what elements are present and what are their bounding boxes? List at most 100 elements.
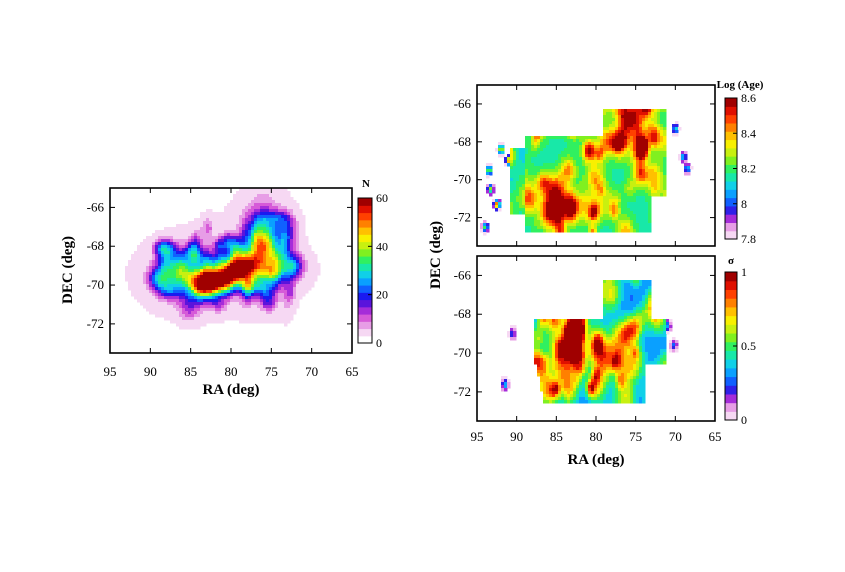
density-cell bbox=[218, 239, 222, 243]
map-cell bbox=[630, 280, 634, 284]
density-cell bbox=[293, 209, 297, 213]
map-cell bbox=[573, 217, 577, 221]
density-cell bbox=[218, 242, 222, 246]
map-cell bbox=[546, 205, 550, 209]
map-cell bbox=[525, 205, 529, 209]
density-cell bbox=[251, 296, 255, 300]
density-cell bbox=[137, 248, 141, 252]
map-cell bbox=[663, 139, 667, 143]
density-cell bbox=[269, 272, 273, 276]
density-cell bbox=[188, 278, 192, 282]
density-cell bbox=[212, 299, 216, 303]
map-cell bbox=[576, 154, 580, 158]
map-cell bbox=[627, 295, 631, 299]
density-cell bbox=[197, 275, 201, 279]
map-cell bbox=[558, 226, 562, 230]
map-cell bbox=[585, 355, 589, 359]
map-cell bbox=[594, 163, 598, 167]
map-cell bbox=[642, 346, 646, 350]
map-cell bbox=[513, 166, 517, 170]
density-cell bbox=[257, 275, 261, 279]
map-cell bbox=[612, 115, 616, 119]
map-cell bbox=[582, 178, 586, 182]
map-cell bbox=[540, 148, 544, 152]
map-cell bbox=[618, 346, 622, 350]
map-cell bbox=[639, 145, 643, 149]
map-cell bbox=[636, 328, 640, 332]
density-cell bbox=[293, 269, 297, 273]
map-cell bbox=[597, 160, 601, 164]
map-cell bbox=[636, 349, 640, 353]
map-cell bbox=[558, 187, 562, 191]
density-cell bbox=[257, 242, 261, 246]
density-cell bbox=[170, 293, 174, 297]
map-cell bbox=[579, 154, 583, 158]
density-cell bbox=[284, 212, 288, 216]
map-cell bbox=[579, 223, 583, 227]
map-cell bbox=[639, 226, 643, 230]
map-cell bbox=[636, 196, 640, 200]
map-cell bbox=[636, 193, 640, 197]
map-cell bbox=[603, 193, 607, 197]
map-cell bbox=[510, 193, 514, 197]
map-cell bbox=[552, 175, 556, 179]
density-cell bbox=[257, 278, 261, 282]
map-cell bbox=[588, 178, 592, 182]
map-cell bbox=[657, 115, 661, 119]
map-cell bbox=[612, 118, 616, 122]
density-cell bbox=[254, 269, 258, 273]
density-cell bbox=[272, 299, 276, 303]
density-cell bbox=[146, 272, 150, 276]
density-cell bbox=[191, 296, 195, 300]
density-cell bbox=[266, 230, 270, 234]
map-cell bbox=[654, 121, 658, 125]
density-cell bbox=[269, 227, 273, 231]
map-cell bbox=[633, 187, 637, 191]
map-cell bbox=[645, 139, 649, 143]
density-cell bbox=[263, 212, 267, 216]
map-cell bbox=[627, 160, 631, 164]
density-cell bbox=[236, 209, 240, 213]
density-cell bbox=[167, 281, 171, 285]
density-cell bbox=[215, 257, 219, 261]
map-cell bbox=[648, 319, 652, 323]
density-cell bbox=[176, 263, 180, 267]
map-cell bbox=[534, 136, 538, 140]
map-cell bbox=[528, 229, 532, 233]
map-cell bbox=[579, 346, 583, 350]
colorbar-step bbox=[358, 263, 372, 272]
map-cell bbox=[573, 157, 577, 161]
density-cell bbox=[245, 233, 249, 237]
map-cell bbox=[576, 157, 580, 161]
density-cell bbox=[185, 287, 189, 291]
density-cell bbox=[275, 221, 279, 225]
map-cell bbox=[603, 199, 607, 203]
map-cell bbox=[618, 229, 622, 233]
density-cell bbox=[284, 302, 288, 306]
map-cell bbox=[573, 229, 577, 233]
map-cell bbox=[624, 307, 628, 311]
density-cell bbox=[200, 230, 204, 234]
ytick-label: -66 bbox=[87, 199, 105, 214]
density-cell bbox=[191, 260, 195, 264]
density-cell bbox=[275, 320, 279, 324]
map-cell bbox=[684, 157, 688, 161]
density-cell bbox=[206, 230, 210, 234]
density-cell bbox=[260, 272, 264, 276]
map-cell bbox=[546, 349, 550, 353]
density-cell bbox=[179, 320, 183, 324]
density-cell bbox=[296, 215, 300, 219]
density-cell bbox=[269, 281, 273, 285]
map-cell bbox=[513, 175, 517, 179]
density-cell bbox=[182, 314, 186, 318]
map-cell bbox=[681, 157, 685, 161]
map-cell bbox=[624, 202, 628, 206]
map-cell bbox=[576, 343, 580, 347]
density-cell bbox=[221, 305, 225, 309]
density-cell bbox=[296, 227, 300, 231]
map-cell bbox=[660, 148, 664, 152]
map-cell bbox=[537, 358, 541, 362]
density-cell bbox=[182, 320, 186, 324]
density-cell bbox=[272, 239, 276, 243]
